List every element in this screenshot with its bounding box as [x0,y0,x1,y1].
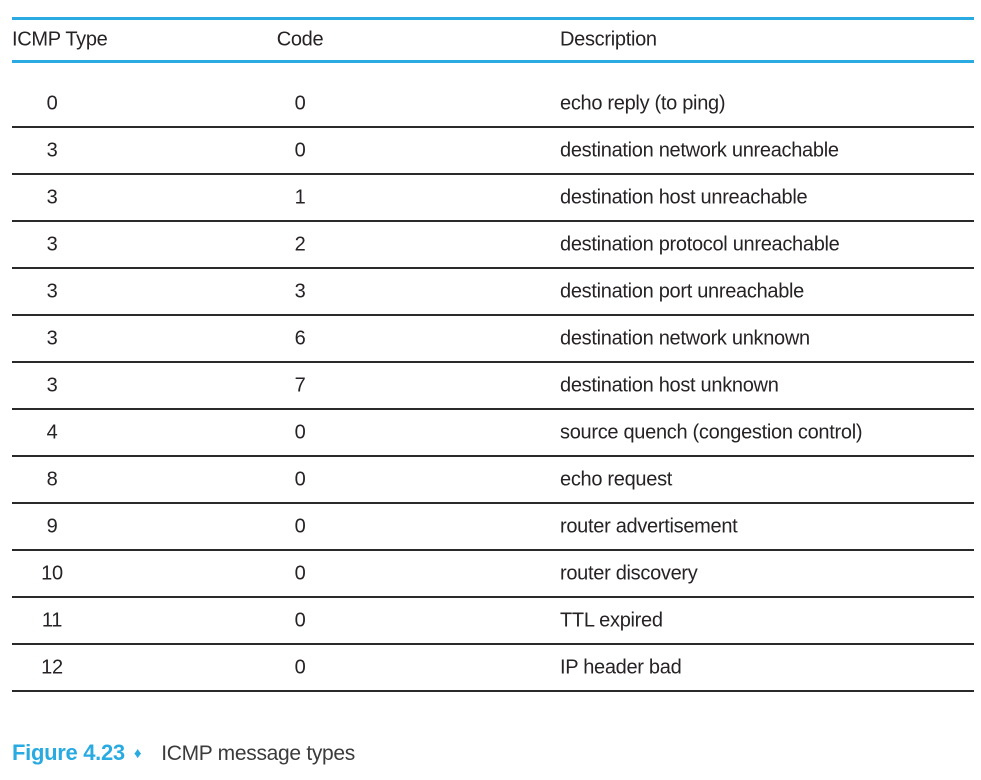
icmp-table-figure: ICMP Type Code Description 0 0 echo repl… [12,17,974,692]
cell-code: 0 [294,468,306,490]
cell-icmp-type: 0 [46,92,58,114]
cell-description: destination network unreachable [560,139,839,161]
cell-description: TTL expired [560,609,663,631]
table-row: 12 0 IP header bad [12,645,974,692]
cell-description: destination host unreachable [560,186,808,208]
table-row: 3 2 destination protocol unreachable [12,222,974,269]
cell-description: router advertisement [560,515,738,537]
cell-icmp-type: 8 [46,468,58,490]
cell-icmp-type: 3 [46,186,58,208]
cell-description: source quench (congestion control) [560,421,863,443]
figure-caption: Figure 4.23 ♦ ICMP message types [12,740,355,766]
column-header-description: Description [560,28,657,51]
cell-icmp-type: 3 [46,139,58,161]
table-row: 0 0 echo reply (to ping) [12,81,974,128]
figure-number-label: Figure 4.23 [12,740,125,765]
cell-code: 0 [294,515,306,537]
table-header-row: ICMP Type Code Description [12,20,974,60]
column-header-code: Code [276,28,324,51]
cell-icmp-type: 12 [41,656,63,678]
cell-code: 0 [294,656,306,678]
table-row: 4 0 source quench (congestion control) [12,410,974,457]
cell-code: 0 [294,609,306,631]
diamond-icon: ♦ [133,745,142,762]
cell-description: destination host unknown [560,374,779,396]
cell-description: router discovery [560,562,698,584]
table-row: 8 0 echo request [12,457,974,504]
cell-code: 2 [294,233,306,255]
cell-icmp-type: 10 [41,562,63,584]
cell-code: 7 [294,374,306,396]
table-header-rule [12,60,974,63]
cell-icmp-type: 9 [46,515,58,537]
table-row: 3 1 destination host unreachable [12,175,974,222]
cell-icmp-type: 3 [46,374,58,396]
table-body: 0 0 echo reply (to ping) 3 0 destination… [12,81,974,692]
cell-icmp-type: 3 [46,327,58,349]
header-body-gap [12,63,974,81]
cell-code: 1 [294,186,306,208]
table-row: 10 0 router discovery [12,551,974,598]
cell-code: 0 [294,421,306,443]
cell-icmp-type: 3 [46,280,58,302]
cell-code: 0 [294,139,306,161]
table-row: 3 0 destination network unreachable [12,128,974,175]
column-header-icmp-type: ICMP Type [12,28,108,51]
table-top-rule [12,17,974,20]
cell-description: IP header bad [560,656,682,678]
cell-description: echo reply (to ping) [560,92,726,114]
cell-code: 0 [294,92,306,114]
cell-code: 0 [294,562,306,584]
table-row: 11 0 TTL expired [12,598,974,645]
cell-icmp-type: 3 [46,233,58,255]
figure-caption-text: ICMP message types [161,742,356,765]
table-row: 9 0 router advertisement [12,504,974,551]
table-row: 3 3 destination port unreachable [12,269,974,316]
cell-description: echo request [560,468,673,490]
cell-code: 3 [294,280,306,302]
table-row: 3 6 destination network unknown [12,316,974,363]
cell-description: destination port unreachable [560,280,805,302]
cell-icmp-type: 11 [41,609,63,631]
cell-description: destination protocol unreachable [560,233,840,255]
cell-description: destination network unknown [560,327,810,349]
cell-icmp-type: 4 [46,421,58,443]
cell-code: 6 [294,327,306,349]
table-row: 3 7 destination host unknown [12,363,974,410]
